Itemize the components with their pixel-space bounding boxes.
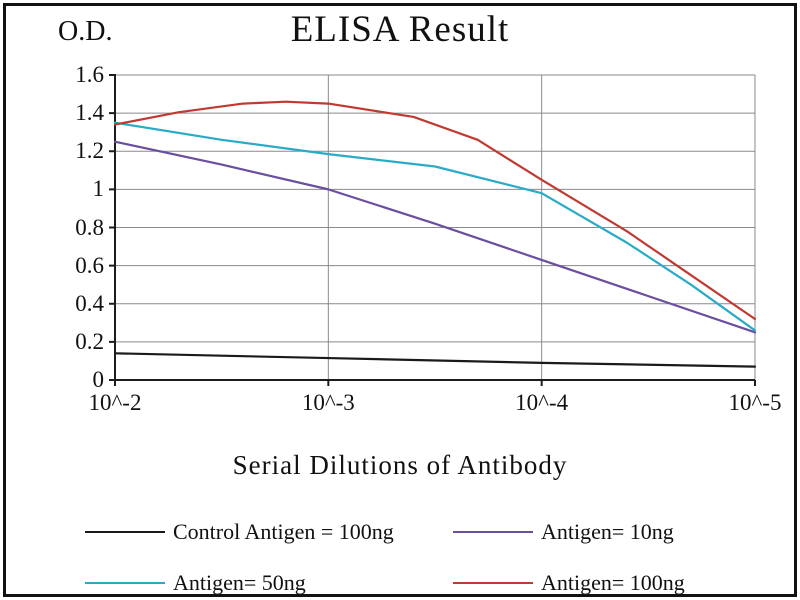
y-tick-label: 0.6 [75, 252, 104, 278]
series-line-antigen-10ng [113, 140, 757, 334]
x-tick-label: 10^-5 [728, 390, 782, 415]
legend-label: Antigen= 100ng [541, 570, 685, 595]
series-line-control-antigen-100ng [113, 352, 757, 368]
legend-line-swatch [85, 582, 165, 584]
y-tick-label: 1.2 [75, 138, 104, 164]
y-tick-label: 1 [92, 176, 105, 202]
legend-line-swatch [453, 582, 533, 584]
y-tick-label: 0.2 [75, 328, 104, 354]
x-tick-label: 10^-2 [88, 390, 142, 415]
series-line-antigen-50ng [113, 121, 757, 332]
legend-line-swatch [85, 531, 165, 533]
x-tick-label: 10^-4 [515, 390, 569, 415]
y-tick-label: 0 [92, 367, 105, 392]
y-tick-label: 0.4 [75, 290, 104, 316]
legend: Control Antigen = 100ng Antigen= 10ng Anti… [85, 519, 735, 596]
y-tick-label: 1.4 [75, 100, 104, 126]
legend-item-antigen-10ng: Antigen= 10ng [453, 519, 735, 545]
legend-item-control-antigen-100ng: Control Antigen = 100ng [85, 519, 453, 545]
x-axis-label: Serial Dilutions of Antibody [232, 450, 568, 480]
legend-item-antigen-100ng: Antigen= 100ng [453, 570, 735, 596]
x-tick-label: 10^-3 [301, 390, 355, 415]
legend-label: Antigen= 50ng [173, 570, 306, 595]
legend-label: Control Antigen = 100ng [173, 519, 394, 544]
legend-label: Antigen= 10ng [541, 519, 674, 544]
series-line-antigen-100ng [113, 100, 757, 321]
y-tick-label: 1.6 [75, 62, 104, 87]
chart-title: ELISA Result [290, 9, 510, 50]
legend-item-antigen-50ng: Antigen= 50ng [85, 570, 453, 596]
y-axis-title: O.D. [58, 16, 113, 47]
legend-line-swatch [453, 531, 533, 533]
y-tick-label: 0.8 [75, 214, 104, 240]
